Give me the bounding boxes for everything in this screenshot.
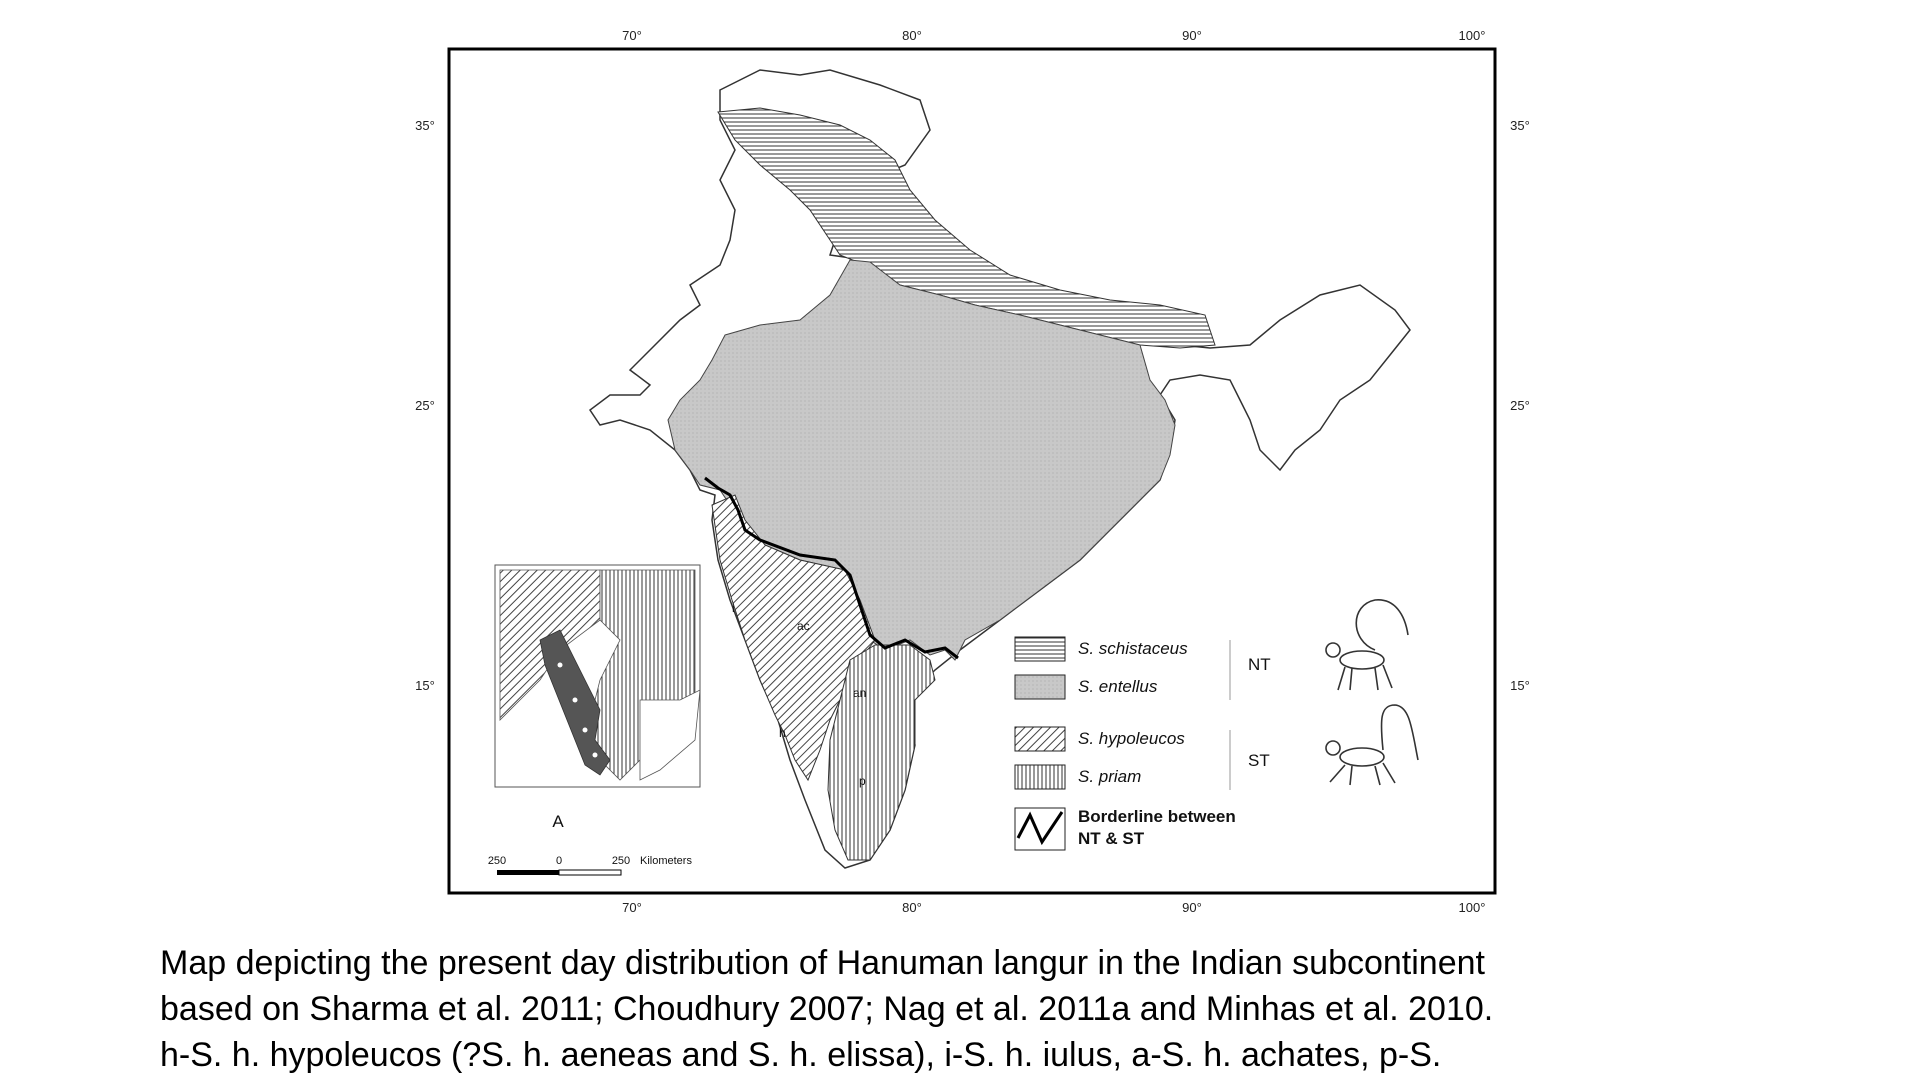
legend-swatch-priam	[1014, 764, 1066, 790]
region-label-ac: ac	[797, 619, 810, 633]
region-hypoleucos	[711, 494, 876, 782]
legend-borderline-line1: Borderline between	[1078, 807, 1236, 826]
caption-line-2: based on Sharma et al. 2011; Choudhury 2…	[160, 990, 1494, 1028]
scale-label-left: 250	[488, 855, 506, 867]
scale-label-zero: 0	[556, 855, 562, 867]
monkey-icon-nt	[1325, 599, 1409, 691]
tick-top-90: 90°	[1182, 28, 1202, 43]
region-label-an: an	[853, 686, 866, 700]
left-latitude-ticks: 35° 25° 15°	[415, 118, 435, 693]
tick-left-15: 15°	[415, 678, 435, 693]
bottom-longitude-ticks: 70° 80° 90° 100°	[622, 900, 1485, 915]
figure-caption: Map depicting the present day distributi…	[160, 940, 1800, 1078]
borderline-nt-st	[704, 476, 959, 660]
inset-map	[494, 564, 701, 788]
tick-right-25: 25°	[1510, 398, 1530, 413]
monkey-icon-st	[1325, 704, 1419, 786]
north-arrow-label: A	[552, 812, 564, 831]
caption-line-3: h-S. h. hypoleucos (?S. h. aeneas and S.…	[160, 1036, 1442, 1074]
region-label-i: i	[732, 601, 735, 615]
tick-bottom-90: 90°	[1182, 900, 1202, 915]
north-arrow: A	[552, 812, 564, 831]
legend: S. schistaceus S. entellus S. hypoleucos…	[1014, 636, 1271, 851]
scale-label-units: Kilometers	[640, 855, 692, 867]
legend-swatch-schistaceus	[1014, 636, 1066, 662]
region-priam	[827, 644, 936, 861]
top-longitude-ticks: 70° 80° 90° 100°	[622, 28, 1485, 43]
region-label-h: h	[779, 726, 786, 740]
legend-label-hypoleucos: S. hypoleucos	[1078, 729, 1185, 748]
tick-left-25: 25°	[415, 398, 435, 413]
legend-borderline-symbol	[1016, 811, 1064, 846]
legend-label-entellus: S. entellus	[1078, 677, 1158, 696]
caption-line-1: Map depicting the present day distributi…	[160, 944, 1485, 982]
tick-right-35: 35°	[1510, 118, 1530, 133]
tick-bottom-70: 70°	[622, 900, 642, 915]
legend-swatch-entellus	[1014, 674, 1066, 700]
legend-group-nt: NT	[1248, 655, 1271, 674]
scale-bar: 250 0 250 Kilometers	[488, 855, 692, 876]
region-entellus	[667, 259, 1176, 661]
tick-bottom-80: 80°	[902, 900, 922, 915]
tick-top-100: 100°	[1459, 28, 1486, 43]
legend-group-st: ST	[1248, 751, 1270, 770]
region-label-p: p	[859, 774, 866, 788]
tick-bottom-100: 100°	[1459, 900, 1486, 915]
legend-label-schistaceus: S. schistaceus	[1078, 639, 1188, 658]
legend-label-priam: S. priam	[1078, 767, 1141, 786]
region-schistaceus	[717, 107, 1216, 349]
right-latitude-ticks: 35° 25° 15°	[1510, 118, 1530, 693]
tick-left-35: 35°	[415, 118, 435, 133]
tick-right-15: 15°	[1510, 678, 1530, 693]
legend-borderline-line2: NT & ST	[1078, 829, 1145, 848]
scale-label-right: 250	[612, 855, 630, 867]
tick-top-70: 70°	[622, 28, 642, 43]
tick-top-80: 80°	[902, 28, 922, 43]
legend-swatch-hypoleucos	[1014, 726, 1066, 752]
